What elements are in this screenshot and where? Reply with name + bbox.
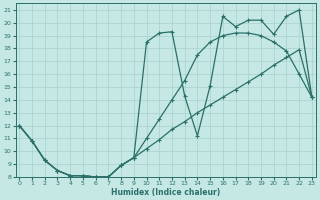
- X-axis label: Humidex (Indice chaleur): Humidex (Indice chaleur): [111, 188, 220, 197]
